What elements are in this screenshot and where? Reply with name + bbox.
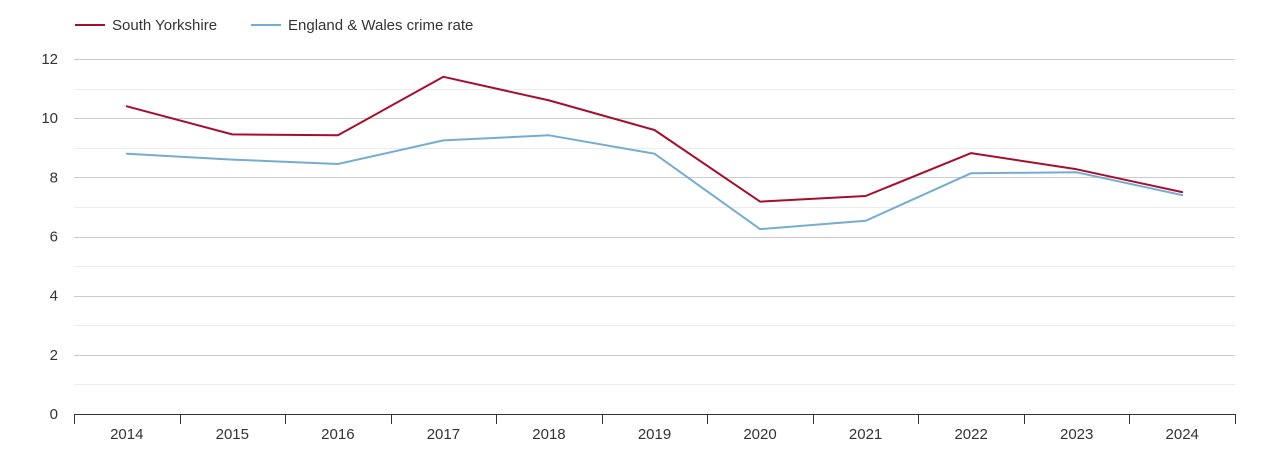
x-axis: 2014 2015 2016 2017 2018 2019 2020 2021 2022 2023…: [74, 414, 1236, 443]
series-line-south-yorkshire: [125, 75, 1184, 203]
legend: South Yorkshire England & Wales crime ra…: [75, 17, 473, 34]
y-tick-label: 2: [50, 347, 58, 364]
x-tick-label: 2023: [1060, 426, 1093, 443]
x-tick-label: 2020: [743, 426, 776, 443]
legend-item-south-yorkshire[interactable]: South Yorkshire: [75, 17, 217, 34]
y-tick-label: 4: [50, 288, 58, 305]
legend-label-england-wales: England & Wales crime rate: [288, 17, 473, 34]
y-tick-label: 6: [50, 229, 58, 246]
y-axis: 0 2 4 6 8 10 12: [41, 51, 58, 423]
x-tick-label: 2021: [849, 426, 882, 443]
legend-label-south-yorkshire: South Yorkshire: [112, 17, 217, 34]
x-tick-label: 2014: [110, 426, 143, 443]
y-tick-label: 10: [41, 110, 58, 127]
grid: [74, 59, 1235, 385]
x-tick-label: 2017: [427, 426, 460, 443]
y-tick-label: 0: [50, 406, 58, 423]
series-line-england-wales-crime-rate: [125, 134, 1184, 231]
x-tick-label: 2018: [532, 426, 565, 443]
x-tick-label: 2015: [216, 426, 249, 443]
legend-item-england-wales[interactable]: England & Wales crime rate: [251, 17, 473, 34]
x-tick-label: 2019: [638, 426, 671, 443]
x-tick-label: 2024: [1166, 426, 1199, 443]
x-tick-label: 2022: [954, 426, 987, 443]
y-tick-label: 8: [50, 169, 58, 186]
x-tick-label: 2016: [321, 426, 354, 443]
y-tick-label: 12: [41, 51, 58, 68]
series-lines: [125, 75, 1184, 231]
